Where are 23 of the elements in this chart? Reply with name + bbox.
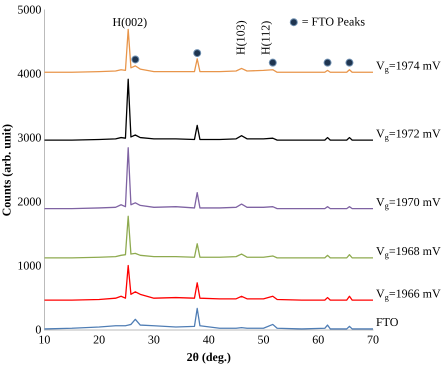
x-tick-label: 20 <box>93 332 106 347</box>
point <box>193 49 202 58</box>
y-tick-label: 1000 <box>17 258 42 272</box>
point <box>268 58 277 67</box>
x-tick-label: 30 <box>148 332 160 347</box>
y-tick-label: 5000 <box>17 2 42 16</box>
y-axis-title: Counts (arb. unit) <box>0 124 14 216</box>
y-tick-label: 3000 <box>17 130 42 144</box>
annotation: H(112) <box>258 20 272 55</box>
point <box>324 58 332 67</box>
series-label: FTO <box>376 315 399 330</box>
annotation: H(103) <box>234 20 248 55</box>
x-tick-label: 70 <box>367 332 379 347</box>
y-tick-label: 4000 <box>17 66 42 80</box>
annotation: H(002) <box>112 15 148 30</box>
legend-label: = FTO Peaks <box>302 14 366 28</box>
x-axis-title: 2θ (deg.) <box>186 350 231 364</box>
point <box>131 55 140 64</box>
x-tick-label: 40 <box>202 332 215 347</box>
y-tick-label: 2000 <box>17 194 42 208</box>
x-tick-label: 50 <box>257 332 270 347</box>
point <box>345 58 354 67</box>
x-tick-label: 60 <box>312 332 324 347</box>
